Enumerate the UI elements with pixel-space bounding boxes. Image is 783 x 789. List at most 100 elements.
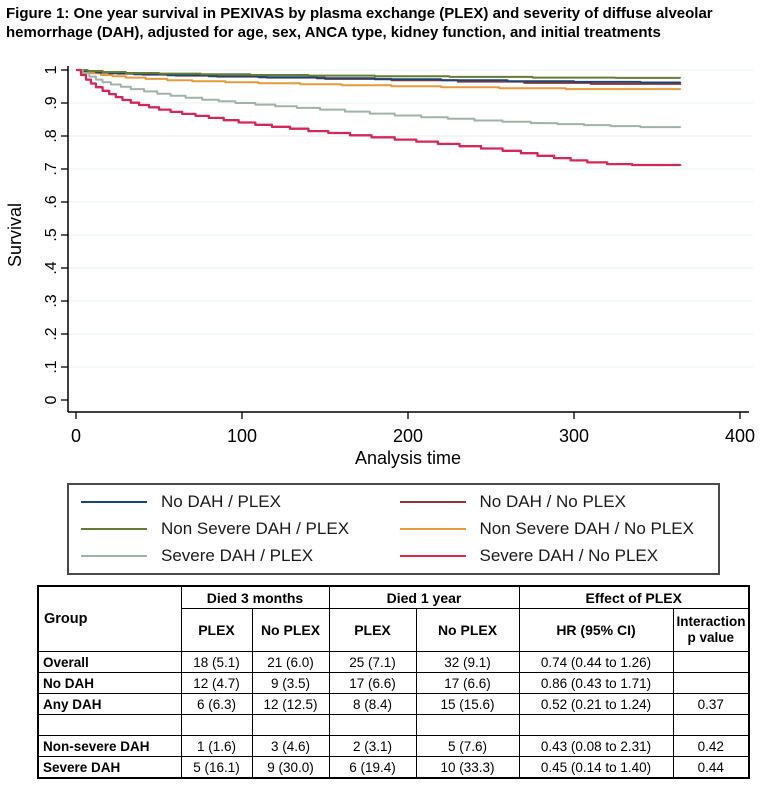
value-cell: 5 (7.6) xyxy=(415,735,520,757)
value-cell: 17 (6.6) xyxy=(328,672,417,694)
y-tick-label: .3 xyxy=(43,294,60,307)
sub-header: No PLEX xyxy=(415,608,520,652)
legend-label: No DAH / No PLEX xyxy=(479,492,626,512)
value-cell: 2 (3.1) xyxy=(328,735,417,757)
value-cell: 1 (1.6) xyxy=(180,735,253,757)
y-tick-label: .9 xyxy=(43,96,60,109)
span-header: Died 1 year xyxy=(328,585,520,609)
y-tick-label: 0 xyxy=(43,395,60,404)
group-cell: No DAH xyxy=(37,672,182,694)
value-cell: 12 (4.7) xyxy=(180,672,253,694)
y-axis-title: Survival xyxy=(5,203,25,267)
value-cell: 6 (6.3) xyxy=(180,693,253,715)
legend-line-swatch xyxy=(399,501,466,504)
km-curve-non-severe-dah-plex xyxy=(76,69,682,79)
legend-line-swatch xyxy=(399,527,466,530)
y-tick-label: .1 xyxy=(43,360,60,373)
km-curve-severe-dah-plex xyxy=(76,69,682,129)
value-cell: 0.37 xyxy=(672,693,750,715)
legend-line-swatch xyxy=(81,527,147,530)
group-cell: Severe DAH xyxy=(37,756,182,779)
value-cell: 9 (30.0) xyxy=(251,756,330,779)
x-tick-label: 300 xyxy=(559,426,589,446)
group-cell: Any DAH xyxy=(37,693,182,715)
y-tick-label: 1 xyxy=(43,65,60,74)
value-cell: 21 (6.0) xyxy=(251,651,330,673)
value-cell: 0.52 (0.21 to 1.24) xyxy=(518,693,674,715)
legend-item: Severe DAH / PLEX xyxy=(81,546,400,566)
value-cell: 8 (8.4) xyxy=(328,693,417,715)
x-tick-label: 400 xyxy=(725,426,755,446)
span-header: Died 3 months xyxy=(180,585,330,609)
value-cell: 0.44 xyxy=(672,756,750,779)
value-cell: 5 (16.1) xyxy=(180,756,253,779)
km-curve-non-severe-dah-no-plex xyxy=(76,69,682,91)
sub-header: No PLEX xyxy=(251,608,330,652)
value-cell xyxy=(180,714,253,736)
results-table: Group Died 3 months Died 1 year Effect of P… xyxy=(37,585,750,779)
value-cell xyxy=(251,714,330,736)
value-cell xyxy=(415,714,520,736)
value-cell: 3 (4.6) xyxy=(251,735,330,757)
sub-header: Interaction p value xyxy=(672,608,750,652)
table-row: No DAH 12 (4.7) 9 (3.5) 17 (6.6) 17 (6.6) 0.8… xyxy=(37,672,750,694)
legend-line-swatch xyxy=(81,554,147,557)
km-curve-severe-dah-no-plex xyxy=(76,68,682,167)
value-cell: 12 (12.5) xyxy=(251,693,330,715)
legend-line-swatch xyxy=(81,501,147,504)
value-cell: 6 (19.4) xyxy=(328,756,417,779)
table-row xyxy=(37,714,750,736)
legend-item: Non Severe DAH / PLEX xyxy=(81,519,400,539)
value-cell xyxy=(672,714,750,736)
y-tick-label: .4 xyxy=(43,261,60,274)
value-cell xyxy=(672,651,750,673)
legend-item: Severe DAH / No PLEX xyxy=(399,545,719,566)
sub-header: HR (95% CI) xyxy=(518,608,674,652)
value-cell: 9 (3.5) xyxy=(251,672,330,694)
table-row: Severe DAH 5 (16.1) 9 (30.0) 6 (19.4) 10 (33… xyxy=(37,756,750,779)
table-row: Overall 18 (5.1) 21 (6.0) 25 (7.1) 32 (9.1) 0… xyxy=(37,651,750,673)
group-cell xyxy=(37,714,182,736)
value-cell xyxy=(672,672,750,694)
value-cell xyxy=(518,714,674,736)
value-cell: 0.42 xyxy=(672,735,750,757)
legend-item: No DAH / PLEX xyxy=(81,492,400,512)
legend-item: No DAH / No PLEX xyxy=(399,492,719,512)
col-header-group: Group xyxy=(37,585,182,652)
table-row: Non-severe DAH 1 (1.6) 3 (4.6) 2 (3.1) 5 (7.… xyxy=(37,735,750,757)
x-tick-label: 0 xyxy=(71,426,81,446)
value-cell: 10 (33.3) xyxy=(415,756,520,779)
legend-label: Severe DAH / PLEX xyxy=(161,545,314,565)
value-cell: 15 (15.6) xyxy=(415,693,520,715)
y-tick-label: .8 xyxy=(43,129,60,142)
chart-legend: No DAH / PLEX Non Severe DAH / PLEX Severe… xyxy=(67,483,720,575)
y-tick-label: .6 xyxy=(43,195,60,208)
value-cell: 17 (6.6) xyxy=(415,672,520,694)
legend-item: Non Severe DAH / No PLEX xyxy=(399,518,719,539)
sub-header: PLEX xyxy=(180,608,253,652)
sub-header: PLEX xyxy=(328,608,417,652)
table-row: Any DAH 6 (6.3) 12 (12.5) 8 (8.4) 15 (15.6) 0… xyxy=(37,693,750,715)
legend-label: No DAH / PLEX xyxy=(161,492,281,512)
value-cell: 18 (5.1) xyxy=(180,651,253,673)
group-cell: Overall xyxy=(37,651,182,673)
x-axis-title: Analysis time xyxy=(355,448,461,468)
span-header: Effect of PLEX xyxy=(518,585,750,609)
value-cell: 0.86 (0.43 to 1.71) xyxy=(518,672,674,694)
survival-km-chart: 0 .1 .2 .3 .4 .5 .6 .7 .8 .9 1 0 100 200 300 400 Analysi… xyxy=(5,65,755,468)
x-tick-label: 200 xyxy=(393,426,423,446)
value-cell: 0.43 (0.08 to 2.31) xyxy=(518,735,674,757)
value-cell: 32 (9.1) xyxy=(415,651,520,673)
legend-line-swatch xyxy=(399,554,466,557)
y-tick-label: .2 xyxy=(43,327,60,340)
value-cell: 25 (7.1) xyxy=(328,651,417,673)
y-tick-label: .7 xyxy=(43,162,60,175)
legend-label: Severe DAH / No PLEX xyxy=(479,545,659,565)
legend-label: Non Severe DAH / PLEX xyxy=(161,518,350,538)
value-cell xyxy=(328,714,417,736)
group-cell: Non-severe DAH xyxy=(37,735,182,757)
x-tick-label: 100 xyxy=(227,426,257,446)
figure-title: Figure 1: One year survival in PEXIVAS b… xyxy=(6,5,713,41)
legend-label: Non Severe DAH / No PLEX xyxy=(479,518,694,538)
